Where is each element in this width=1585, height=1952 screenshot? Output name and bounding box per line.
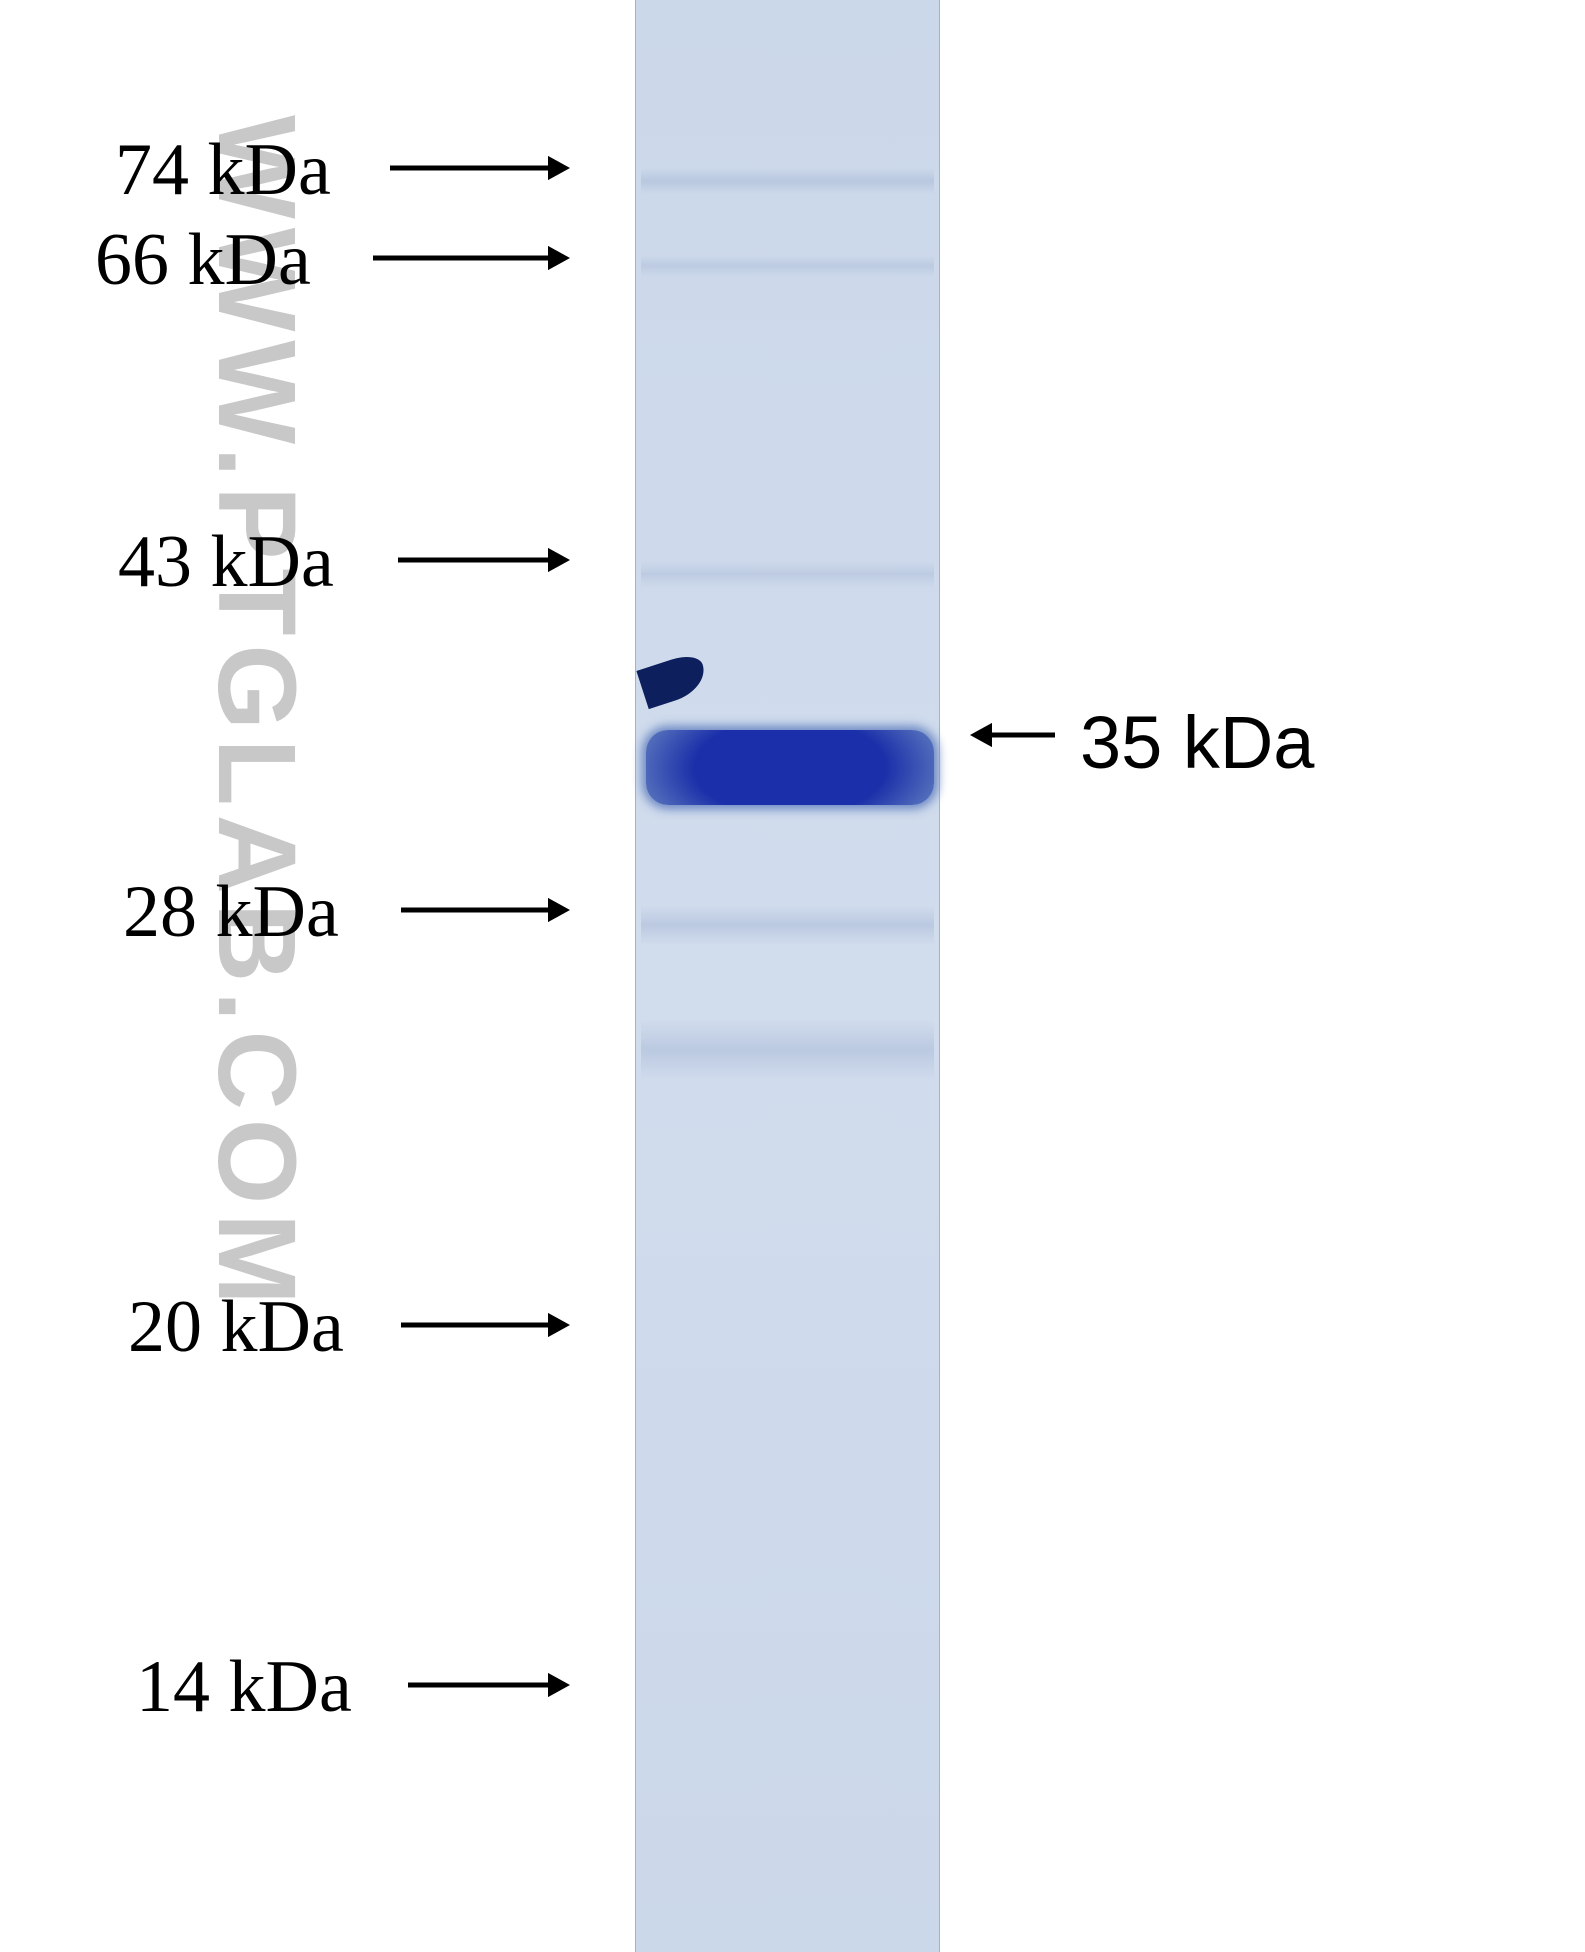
- faint-band: [641, 560, 934, 588]
- main-protein-band: [646, 730, 934, 805]
- faint-band: [641, 905, 934, 945]
- gel-artifact-notch: [636, 651, 710, 709]
- faint-band: [641, 255, 934, 277]
- target-band-size-label: 35 kDa: [1080, 700, 1314, 785]
- molecular-weight-marker-label: 14 kDa: [136, 1645, 352, 1730]
- marker-arrow-right-icon: [401, 888, 570, 937]
- target-band-arrow-left-icon: [970, 713, 1055, 762]
- marker-arrow-right-icon: [398, 538, 570, 587]
- molecular-weight-marker-label: 74 kDa: [115, 128, 331, 213]
- molecular-weight-marker-label: 66 kDa: [95, 218, 311, 303]
- gel-lane: [635, 0, 940, 1952]
- molecular-weight-marker-label: 20 kDa: [128, 1285, 344, 1370]
- marker-arrow-right-icon: [401, 1303, 570, 1352]
- faint-band: [641, 1020, 934, 1080]
- marker-arrow-right-icon: [408, 1663, 570, 1712]
- gel-image-container: WWW.PTGLAB.COM 74 kDa 66 kDa 43 kDa 28 k…: [0, 0, 1585, 1952]
- molecular-weight-marker-label: 28 kDa: [123, 870, 339, 955]
- faint-band: [641, 168, 934, 194]
- marker-arrow-right-icon: [373, 236, 570, 285]
- marker-arrow-right-icon: [390, 146, 570, 195]
- molecular-weight-marker-label: 43 kDa: [118, 520, 334, 605]
